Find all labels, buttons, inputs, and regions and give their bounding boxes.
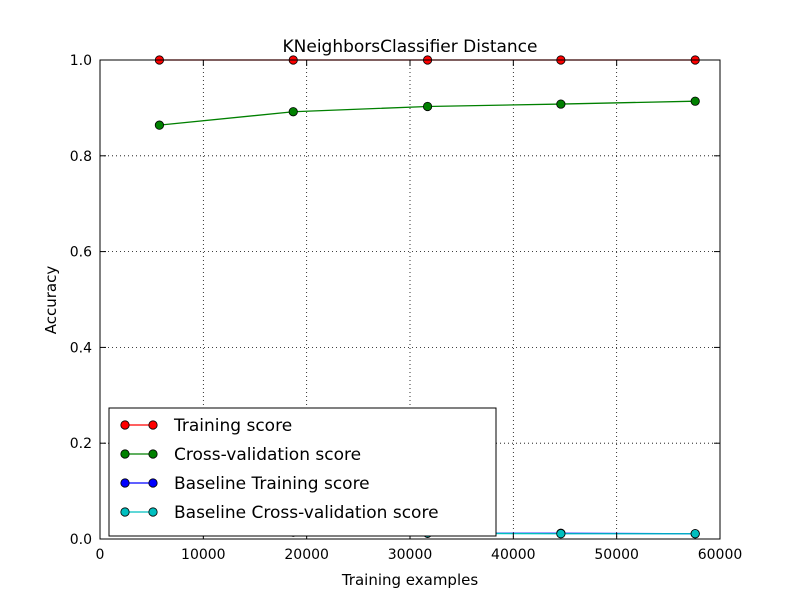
x-tick-label: 10000 xyxy=(181,547,226,563)
legend-label: Cross-validation score xyxy=(174,445,361,465)
data-point xyxy=(556,529,566,539)
data-point xyxy=(422,101,433,112)
legend-marker xyxy=(120,449,130,459)
legend-label: Training score xyxy=(173,416,292,436)
axes-ticks: 0 10000 20000 30000 40000 50000 60000 0.0 0.2 0.4… xyxy=(70,53,743,563)
y-tick-label: 0.8 xyxy=(70,149,92,165)
legend-marker xyxy=(148,507,158,517)
x-tick-label: 30000 xyxy=(388,547,433,563)
legend-label: Baseline Cross-validation score xyxy=(174,503,439,523)
data-point xyxy=(556,99,566,109)
data-point xyxy=(690,529,700,539)
grid xyxy=(100,60,720,539)
x-tick-label: 40000 xyxy=(491,547,536,563)
x-tick-label: 0 xyxy=(96,547,105,563)
y-tick-label: 0.2 xyxy=(70,436,92,452)
y-tick-label: 0.6 xyxy=(70,245,92,261)
legend-marker xyxy=(120,420,130,430)
legend-box xyxy=(108,407,497,537)
x-axis-label: Training examples xyxy=(341,571,479,589)
legend-marker xyxy=(148,420,158,430)
legend-marker xyxy=(148,478,158,488)
data-point xyxy=(154,120,165,130)
y-tick-label: 1.0 xyxy=(70,53,92,69)
data-point xyxy=(288,107,298,117)
legend-marker xyxy=(148,449,158,459)
x-tick-label: 20000 xyxy=(284,547,329,563)
x-tick-label: 50000 xyxy=(594,547,639,563)
legend-marker xyxy=(120,478,130,488)
y-tick-label: 0.0 xyxy=(70,532,92,548)
data-point xyxy=(690,96,700,106)
legend: Training score Cross-validation score Base… xyxy=(108,407,497,537)
x-tick-label: 60000 xyxy=(698,547,743,563)
legend-marker xyxy=(120,507,130,517)
y-tick-label: 0.4 xyxy=(70,340,92,356)
chart-title: KNeighborsClassifier Distance xyxy=(283,37,538,57)
y-axis-label: Accuracy xyxy=(42,266,60,335)
legend-label: Baseline Training score xyxy=(174,474,370,494)
